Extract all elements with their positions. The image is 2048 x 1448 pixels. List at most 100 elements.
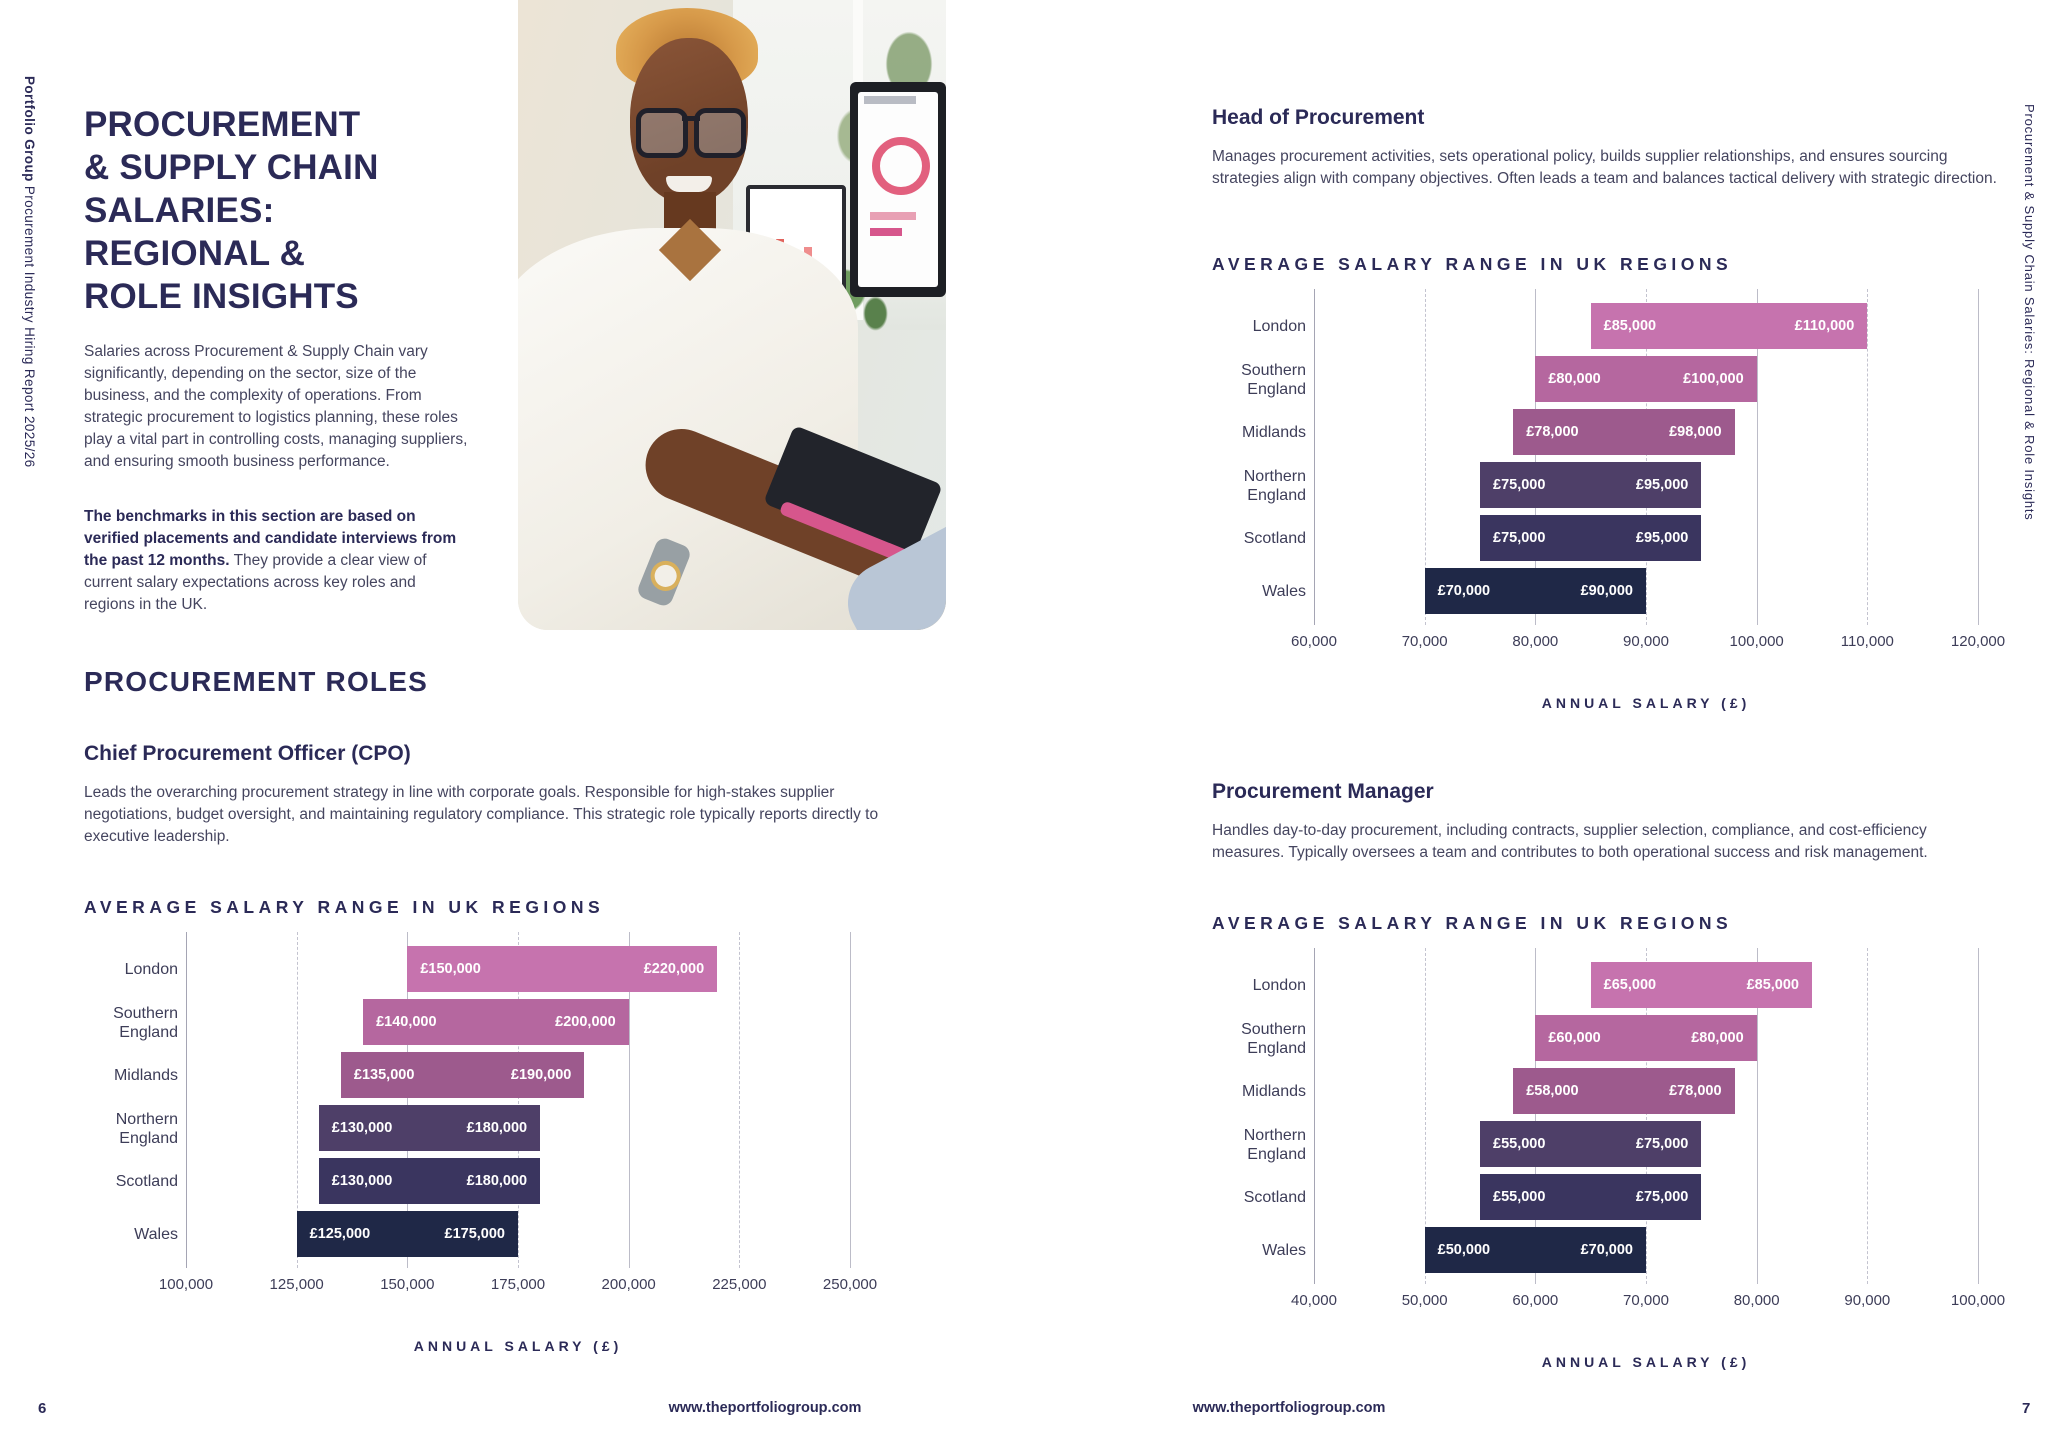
chart-row: £130,000 £180,000: [186, 1156, 850, 1209]
page-title-line: ROLE INSIGHTS: [84, 277, 359, 316]
x-axis-tick: 200,000: [601, 1276, 656, 1293]
chart-category-labels: London Southern England Midlands Northern E…: [1212, 948, 1306, 1284]
bar-max-value: £95,000: [1635, 477, 1689, 493]
range-bar: £150,000 £220,000: [407, 946, 718, 992]
chart-title: AVERAGE SALARY RANGE IN UK REGIONS: [1212, 254, 1733, 274]
chart-x-axis-label: ANNUAL SALARY (£): [1541, 695, 1751, 711]
bar-min-value: £55,000: [1493, 1136, 1546, 1152]
chart-x-axis-label: ANNUAL SALARY (£): [413, 1338, 623, 1354]
bar-max-value: £180,000: [466, 1120, 528, 1136]
gridline: [628, 932, 630, 1268]
bar-max-value: £85,000: [1746, 977, 1799, 993]
bar-max-value: £175,000: [444, 1226, 505, 1242]
gridline: [1646, 948, 1647, 1284]
chart-row: £80,000 £100,000: [1314, 354, 1978, 407]
bar-max-value: £75,000: [1635, 1136, 1689, 1152]
chart-category-labels: London Southern England Midlands Northern E…: [1212, 289, 1306, 625]
bar-min-value: £75,000: [1493, 477, 1546, 493]
category-label: Southern England: [113, 1004, 178, 1041]
x-axis-tick: 100,000: [1729, 633, 1784, 650]
category-label: Northern England: [115, 1110, 178, 1147]
bar-max-value: £200,000: [555, 1014, 616, 1030]
chart-title: AVERAGE SALARY RANGE IN UK REGIONS: [84, 897, 605, 917]
chart-title: AVERAGE SALARY RANGE IN UK REGIONS: [1212, 913, 1733, 933]
chart-row: £130,000 £180,000: [186, 1103, 850, 1156]
chart-plot-area: £150,000 £220,000 £140,000 £200,000 £135,000…: [186, 932, 851, 1268]
bar-max-value: £70,000: [1580, 1242, 1633, 1258]
gridline: [850, 932, 851, 1268]
category-label: Northern England: [1243, 467, 1306, 504]
smile: [666, 176, 712, 192]
bar-max-value: £98,000: [1669, 424, 1722, 440]
page-title: PROCUREMENT & SUPPLY CHAIN SALARIES: REG…: [84, 103, 504, 318]
x-axis-tick: 125,000: [269, 1276, 324, 1293]
range-bar: £75,000 £95,000: [1480, 462, 1702, 508]
bar-min-value: £130,000: [331, 1173, 393, 1189]
category-label: London: [124, 961, 178, 979]
office-photo: [518, 0, 946, 630]
range-bar: £55,000 £75,000: [1480, 1121, 1702, 1167]
range-bar: £80,000 £100,000: [1535, 356, 1757, 402]
category-label: Wales: [134, 1226, 178, 1244]
category-label: Wales: [1262, 1242, 1306, 1260]
left-page-margin-text: Portfolio Group Procurement Industry Hir…: [22, 76, 37, 468]
gridline: [1314, 948, 1315, 1284]
glasses: [636, 108, 746, 158]
bar-min-value: £140,000: [376, 1014, 437, 1030]
chart-bars: £85,000 £110,000 £80,000 £100,000 £78,000 £98…: [1314, 301, 1978, 619]
gridline: [1867, 948, 1869, 1284]
x-axis-tick: 90,000: [1623, 633, 1669, 650]
chart-row: £75,000 £95,000: [1314, 460, 1978, 513]
x-axis-tick: 70,000: [1623, 1292, 1669, 1309]
category-label: Southern England: [1241, 361, 1306, 398]
chart-row: £125,000 £175,000: [186, 1209, 850, 1262]
role-heading-procurement-manager: Procurement Manager: [1212, 780, 1434, 803]
range-bar: £140,000 £200,000: [363, 999, 629, 1045]
bar-min-value: £60,000: [1548, 1030, 1601, 1046]
category-label: Scotland: [1243, 1189, 1306, 1207]
gridline: [1646, 289, 1647, 625]
range-bar: £135,000 £190,000: [340, 1052, 585, 1098]
x-axis-tick: 175,000: [490, 1276, 546, 1293]
bar-max-value: £180,000: [466, 1173, 528, 1189]
bar-max-value: £75,000: [1635, 1189, 1689, 1205]
bar-max-value: £90,000: [1580, 583, 1633, 599]
role-description-head-of-procurement: Manages procurement activities, sets ope…: [1212, 148, 1997, 187]
range-bar: £85,000 £110,000: [1590, 303, 1868, 349]
chart-bars: £150,000 £220,000 £140,000 £200,000 £135,000…: [186, 944, 850, 1262]
benchmark-rest: They provide a clear view of current sal…: [84, 552, 427, 613]
category-label: Scotland: [1243, 530, 1306, 548]
range-bar: £58,000 £78,000: [1513, 1068, 1735, 1114]
range-bar: £125,000 £175,000: [296, 1211, 518, 1257]
x-axis-tick: 150,000: [380, 1276, 435, 1293]
salary-range-chart-cpo: AVERAGE SALARY RANGE IN UK REGIONS Londo…: [84, 896, 877, 1354]
section-heading: PROCUREMENT ROLES: [84, 666, 428, 697]
bar-min-value: £70,000: [1437, 583, 1491, 599]
bar-min-value: £50,000: [1437, 1242, 1491, 1258]
x-axis-tick: 40,000: [1291, 1292, 1337, 1309]
gridline: [1978, 948, 1979, 1284]
category-label: London: [1252, 977, 1306, 995]
chart-row: £70,000 £90,000: [1314, 566, 1978, 619]
bar-min-value: £125,000: [309, 1226, 371, 1242]
page-title-line: PROCUREMENT: [84, 105, 361, 144]
chart-row: £78,000 £98,000: [1314, 407, 1978, 460]
gridline: [296, 932, 298, 1268]
x-axis-tick: 120,000: [1950, 633, 2006, 650]
range-bar: £50,000 £70,000: [1424, 1227, 1646, 1273]
page-title-line: REGIONAL &: [84, 234, 306, 273]
chart-plot-area: £65,000 £85,000 £60,000 £80,000 £58,000 £78,0…: [1314, 948, 1979, 1284]
bar-max-value: £220,000: [643, 961, 705, 977]
x-axis-tick: 100,000: [158, 1276, 214, 1293]
report-name: Procurement Industry Hiring Report 2025/…: [22, 181, 37, 468]
category-label: Southern England: [1241, 1020, 1306, 1057]
intro-paragraph: Salaries across Procurement & Supply Cha…: [84, 343, 468, 470]
chart-row: £58,000 £78,000: [1314, 1066, 1978, 1119]
x-axis-tick: 225,000: [712, 1276, 767, 1293]
x-axis-tick: 70,000: [1401, 633, 1448, 650]
gridline: [1756, 948, 1758, 1284]
range-bar: £130,000 £180,000: [318, 1158, 541, 1204]
chart-x-axis-label: ANNUAL SALARY (£): [1541, 1354, 1751, 1370]
category-label: Midlands: [113, 1067, 178, 1085]
category-label: Midlands: [1241, 1083, 1306, 1101]
